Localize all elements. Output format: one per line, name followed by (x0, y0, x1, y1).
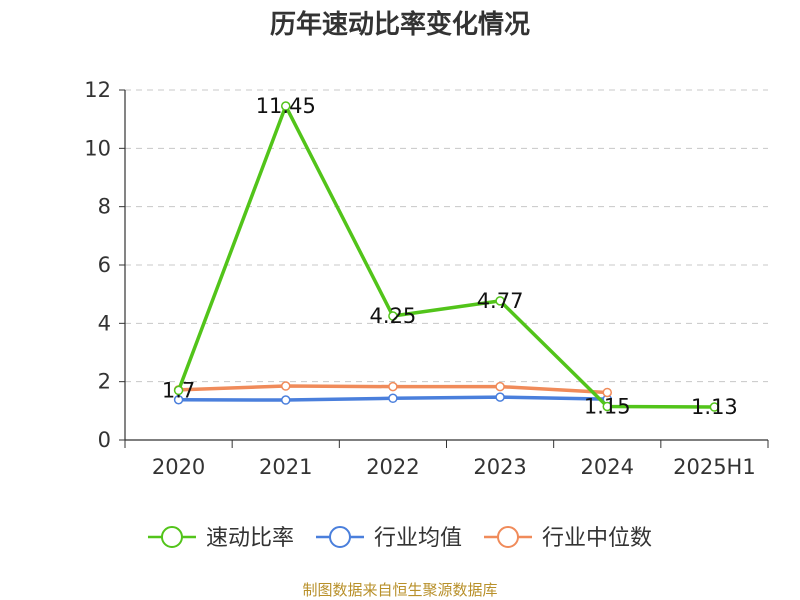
axes: 0 2 4 6 8 10 12 2020 2021 2022 2023 2024 2025H1 (84, 78, 769, 479)
legend-item: 行业均值 (315, 526, 462, 551)
data-label: 1.13 (691, 395, 738, 419)
data-point (495, 296, 505, 306)
legend-label: 速动比率 (206, 526, 294, 551)
data-point (388, 393, 398, 404)
series-lines (173, 101, 720, 412)
y-tick-label: 12 (84, 78, 111, 102)
y-tick-label: 2 (98, 370, 111, 394)
legend-marker-circle (328, 526, 351, 548)
data-label: 1.7 (162, 378, 195, 402)
data-point (388, 311, 398, 321)
data-label: 4.25 (370, 304, 417, 328)
legend-marker-circle (497, 526, 520, 548)
x-tick-label: 2025H1 (673, 455, 756, 479)
y-tick-label: 8 (98, 195, 111, 219)
x-tick-label: 2022 (366, 455, 419, 479)
data-label: 1.15 (584, 394, 631, 418)
legend: 速动比率 行业均值 行业中位数 (147, 526, 652, 551)
data-point (281, 381, 291, 391)
legend-label: 行业中位数 (542, 526, 652, 551)
y-tick-label: 10 (84, 136, 111, 160)
data-labels: 1.7 11.45 4.25 4.77 1.15 1.13 (162, 94, 738, 419)
legend-item: 速动比率 (147, 526, 294, 551)
data-point (388, 381, 398, 392)
y-tick-label: 4 (98, 311, 111, 335)
data-point (173, 385, 184, 396)
data-point (495, 392, 505, 402)
data-label: 4.77 (477, 289, 524, 313)
data-label: 11.45 (256, 94, 316, 118)
data-point (173, 395, 184, 405)
x-tick-label: 2023 (473, 455, 526, 479)
legend-marker-circle (160, 526, 183, 548)
source-note: 制图数据来自恒生聚源数据库 (302, 581, 497, 599)
data-point (602, 401, 612, 412)
x-tick-label: 2020 (152, 455, 205, 479)
data-point (281, 395, 291, 405)
data-point (495, 381, 505, 392)
legend-item: 行业中位数 (484, 526, 652, 551)
grid (125, 89, 768, 383)
data-point (602, 387, 612, 398)
data-point (709, 402, 720, 412)
chart-title: 历年速动比率变化情况 (270, 9, 530, 40)
x-tick-label: 2021 (259, 455, 312, 479)
y-tick-label: 0 (98, 428, 111, 452)
legend-label: 行业均值 (374, 526, 462, 551)
x-tick-label: 2024 (581, 455, 634, 479)
data-point (281, 101, 291, 111)
y-tick-label: 6 (98, 253, 111, 277)
series-line-0 (176, 104, 715, 409)
